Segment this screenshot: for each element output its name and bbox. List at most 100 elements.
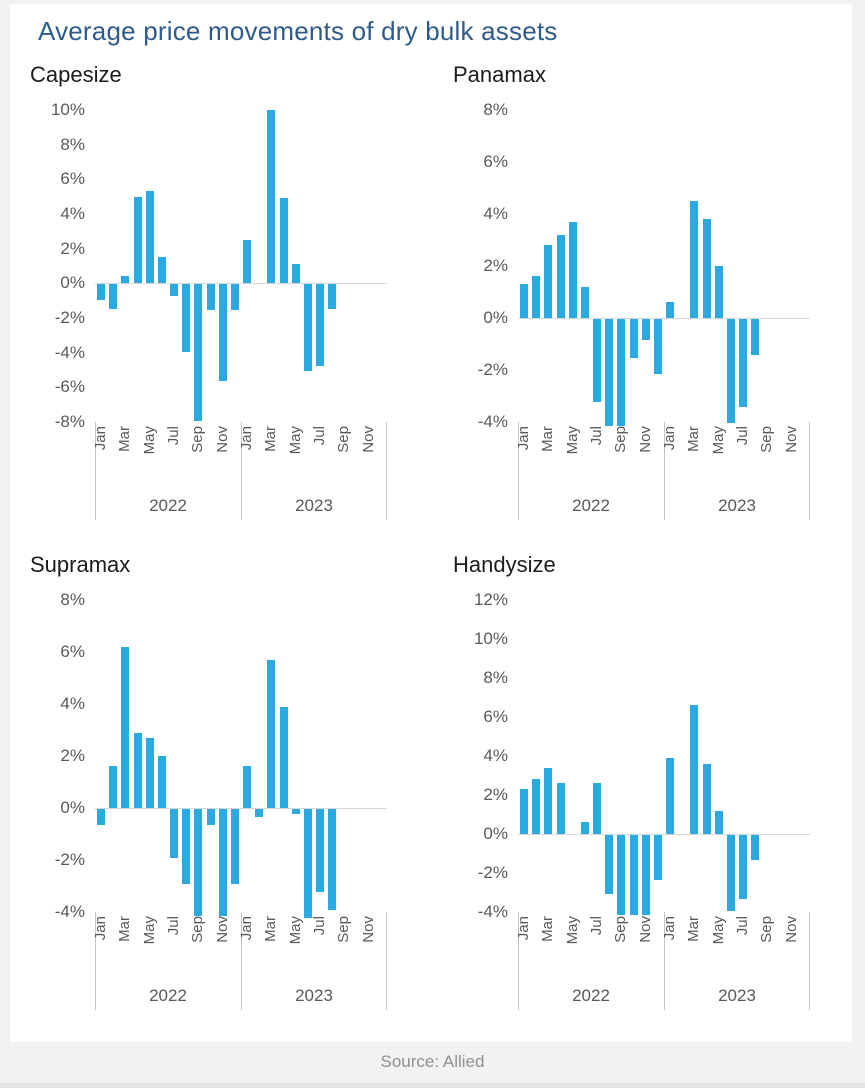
y-tick-label: 8% xyxy=(60,590,85,609)
bar xyxy=(751,319,760,356)
bar xyxy=(617,319,626,426)
bar xyxy=(97,809,106,825)
bar xyxy=(629,319,638,358)
month-label: May xyxy=(709,916,727,945)
bar xyxy=(157,257,166,284)
month-label: May xyxy=(140,426,158,455)
x-axis-handysize: Jan Mar May Jul Sep Nov Jan Mar May Jul Sep Nov 2022… xyxy=(515,912,810,1014)
month-label: Nov xyxy=(359,426,377,453)
bar xyxy=(291,809,300,815)
month-label: Mar xyxy=(539,916,557,942)
y-tick-label: 4% xyxy=(483,746,508,765)
plot-area-capesize xyxy=(95,110,387,422)
month-label: Sep xyxy=(189,916,207,943)
y-tick-label: 0% xyxy=(60,798,85,817)
year-separator xyxy=(386,912,387,1010)
y-tick-label: 6% xyxy=(60,642,85,661)
y-tick-label: 8% xyxy=(60,134,85,154)
y-tick-label: -2% xyxy=(477,360,508,379)
y-tick-label: -4% xyxy=(54,902,85,921)
y-tick-label: 2% xyxy=(483,785,508,804)
bar xyxy=(194,284,203,422)
bar xyxy=(690,705,699,834)
month-label: Jan xyxy=(92,426,110,451)
month-label: May xyxy=(140,916,158,945)
month-label: Nov xyxy=(636,916,654,943)
bar xyxy=(726,835,735,912)
month-label: Jan xyxy=(661,426,679,451)
bar xyxy=(121,276,130,284)
bar xyxy=(556,234,565,318)
year-label: 2022 xyxy=(149,496,187,515)
y-tick-label: -2% xyxy=(477,863,508,882)
year-separator xyxy=(809,912,810,1010)
month-label: May xyxy=(286,916,304,945)
chart-panamax: Panamax 8% 6% 4% 2% 0% -2% -4% Jan Mar May Jul Sep… xyxy=(451,60,851,530)
bar xyxy=(580,286,589,318)
month-label: Nov xyxy=(213,426,231,453)
zero-line xyxy=(518,834,810,835)
month-label: May xyxy=(286,426,304,455)
year-label: 2023 xyxy=(718,496,756,515)
plot-area-handysize xyxy=(518,600,810,915)
bar xyxy=(653,319,662,374)
month-label: Jul xyxy=(734,426,752,446)
y-tick-label: 10% xyxy=(50,100,85,119)
month-label: Nov xyxy=(359,916,377,943)
bar xyxy=(145,191,154,284)
bar xyxy=(109,284,118,309)
month-label: Jul xyxy=(588,916,606,936)
y-axis-panamax: 8% 6% 4% 2% 0% -2% -4% xyxy=(451,101,508,431)
bar xyxy=(182,284,191,352)
bar xyxy=(690,201,699,318)
zero-line xyxy=(518,318,810,319)
bar xyxy=(544,767,553,834)
bar xyxy=(279,198,288,284)
y-tick-label: -6% xyxy=(54,377,85,397)
month-label: Nov xyxy=(782,426,800,453)
year-separator xyxy=(664,422,665,520)
y-tick-label: -4% xyxy=(477,902,508,921)
bar xyxy=(714,266,723,318)
month-label: Sep xyxy=(189,426,207,453)
bar xyxy=(316,809,325,893)
month-label: Jan xyxy=(661,916,679,941)
year-label: 2022 xyxy=(572,496,610,515)
y-tick-label: 6% xyxy=(483,152,508,171)
bar xyxy=(739,319,748,408)
month-label: Sep xyxy=(758,426,776,453)
month-label: Mar xyxy=(539,426,557,452)
chart-card: Average price movements of dry bulk asse… xyxy=(10,4,852,1042)
y-tick-label: -2% xyxy=(54,308,85,327)
bar xyxy=(133,732,142,808)
bar xyxy=(641,835,650,915)
month-label: Sep xyxy=(612,426,630,453)
bar xyxy=(206,284,215,311)
month-label: May xyxy=(709,426,727,455)
y-tick-label: 0% xyxy=(483,824,508,843)
bar xyxy=(702,763,711,834)
bar xyxy=(751,835,760,861)
month-label: Jan xyxy=(515,426,533,451)
y-tick-label: 4% xyxy=(60,204,85,223)
y-tick-label: 6% xyxy=(60,169,85,189)
bar xyxy=(593,319,602,403)
bar xyxy=(605,835,614,894)
bar xyxy=(641,319,650,340)
bar xyxy=(605,319,614,426)
bar xyxy=(97,284,106,300)
bar xyxy=(629,835,638,915)
y-tick-label: 8% xyxy=(483,100,508,119)
bar xyxy=(145,737,154,808)
month-label: Nov xyxy=(636,426,654,453)
year-separator xyxy=(95,422,96,520)
year-label: 2023 xyxy=(295,986,333,1005)
zero-line xyxy=(95,808,387,809)
bar xyxy=(267,659,276,808)
bar xyxy=(580,822,589,834)
bar xyxy=(157,756,166,808)
bar xyxy=(532,276,541,318)
year-label: 2022 xyxy=(572,986,610,1005)
bar xyxy=(666,757,675,834)
